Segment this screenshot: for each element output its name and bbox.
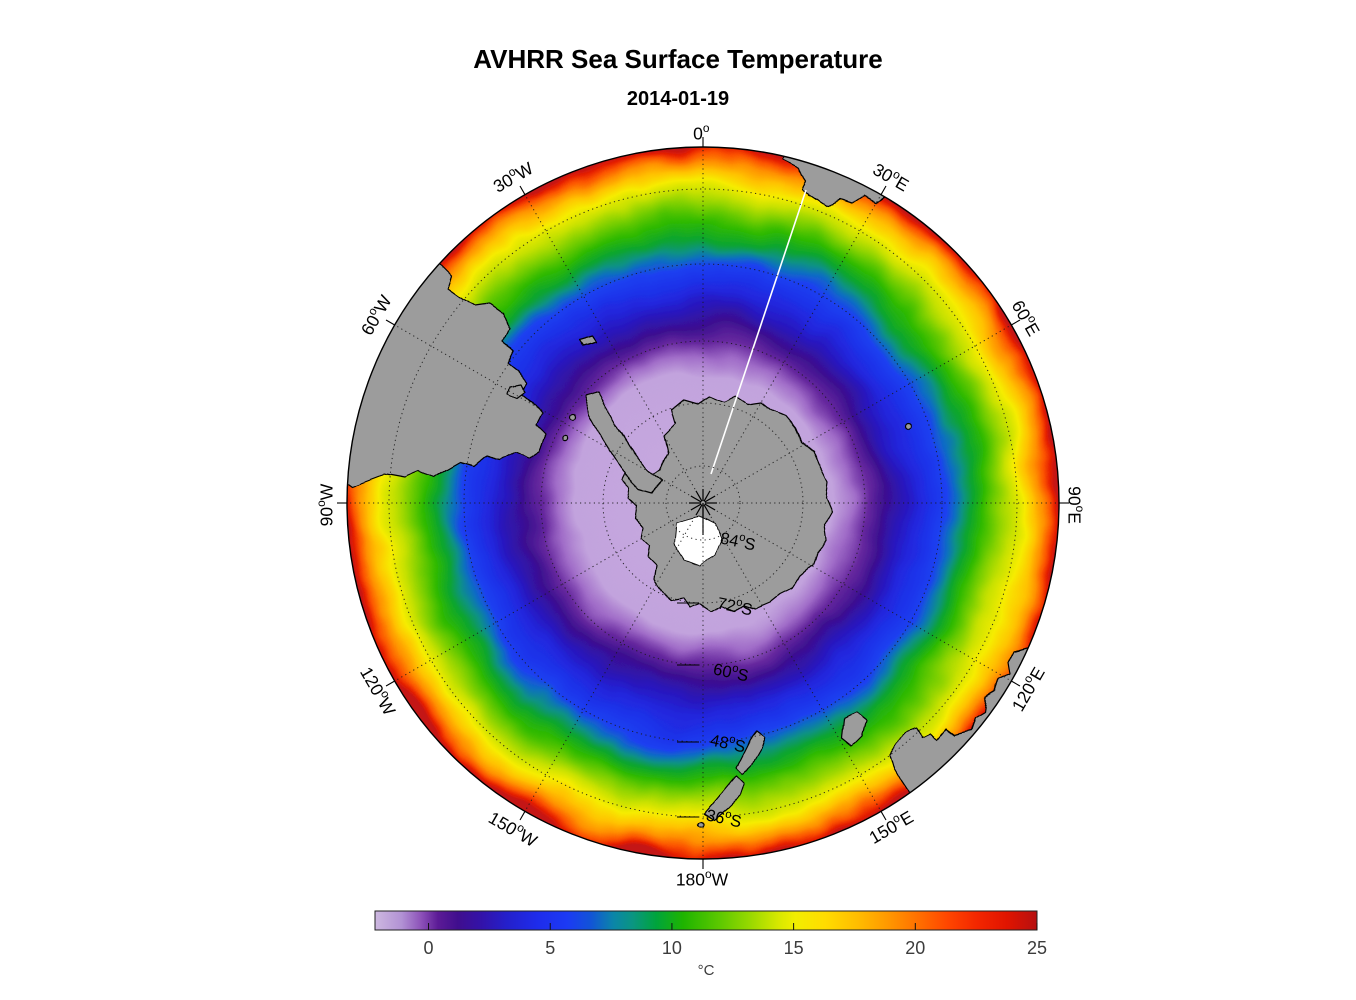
longitude-edge-tick-150: [880, 811, 887, 821]
longitude-edge-tick-240: [385, 680, 395, 687]
longitude-edge-tick-300: [385, 319, 395, 326]
lat-label-72S: 72oS: [716, 593, 755, 620]
lon-label-0: 0o: [693, 121, 711, 143]
longitude-edge-tick-210: [519, 811, 526, 821]
svg-text:90oE: 90oE: [1065, 486, 1087, 524]
colorbar-tick-label-20: 20: [905, 938, 925, 958]
figure-title: AVHRR Sea Surface Temperature: [473, 44, 883, 74]
land-falkland-islands: [507, 383, 527, 399]
longitude-line-240: [397, 510, 690, 680]
pole-asterisk-spoke: [703, 504, 711, 516]
colorbar-unit-label: °C: [698, 962, 715, 979]
latitude-circle-36S: [388, 188, 1018, 818]
svg-text:72oS: 72oS: [716, 593, 755, 620]
land-tasmania: [841, 713, 867, 747]
lat-label-84S: 84oS: [719, 528, 758, 555]
longitude-edge-tick-120: [1011, 680, 1021, 687]
land-kerguelen: [904, 422, 912, 430]
pole-asterisk-spoke: [695, 504, 703, 516]
longitude-line-300: [397, 326, 690, 496]
svg-text:0o: 0o: [693, 121, 711, 143]
longitude-line-120: [716, 510, 1009, 680]
svg-text:84oS: 84oS: [719, 528, 758, 555]
lat-label-36S: 36oS: [705, 805, 744, 832]
longitude-line-210: [526, 516, 696, 809]
latitude-circle-48S: [463, 263, 943, 743]
svg-text:30oE: 30oE: [869, 157, 913, 195]
pole-asterisk-spoke: [704, 495, 716, 503]
lon-label-90W: 90oW: [314, 483, 336, 526]
svg-text:30oW: 30oW: [489, 156, 537, 197]
lon-label-60W: 60oW: [355, 290, 396, 338]
latitude-circle-84S: [665, 465, 741, 541]
land-peninsula-island: [568, 412, 576, 420]
ice-shelf-white-patch: [673, 515, 723, 567]
graticule: [337, 137, 1069, 869]
figure-subtitle: 2014-01-19: [626, 88, 730, 110]
lon-label-30E: 30oE: [869, 157, 913, 195]
colorbar-tick-label-0: 0: [424, 938, 434, 958]
svg-text:36oS: 36oS: [705, 805, 744, 832]
latitude-circle-60S: [540, 340, 866, 666]
lon-label-90E: 90oE: [1065, 486, 1087, 524]
pole-asterisk-spoke: [695, 490, 703, 502]
longitude-line-60: [716, 326, 1009, 496]
longitude-line-150: [710, 516, 880, 809]
pole-asterisk-spoke: [690, 495, 702, 503]
pole-asterisk-spoke: [690, 503, 702, 511]
longitude-line-330: [526, 197, 696, 490]
colorbar-tick-label-10: 10: [662, 938, 682, 958]
longitude-edge-tick-30: [880, 185, 887, 195]
longitude-edge-tick-60: [1011, 319, 1021, 326]
colorbar-border: [374, 910, 1038, 931]
svg-text:60oW: 60oW: [355, 290, 396, 338]
colorbar-tick-label-5: 5: [545, 938, 555, 958]
land-new-zealand-south: [703, 775, 745, 821]
longitude-edge-tick-330: [519, 185, 526, 195]
pole-asterisk-spoke: [703, 490, 711, 502]
lat-label-48S: 48oS: [709, 730, 748, 757]
land-stewart-island: [697, 820, 705, 828]
lat-label-60S: 60oS: [712, 659, 751, 686]
land-antarctica: [621, 395, 833, 613]
colorbar-tick-label-25: 25: [1027, 938, 1047, 958]
svg-text:90oW: 90oW: [314, 483, 336, 526]
lon-label-30W: 30oW: [489, 156, 537, 197]
colorbar-gradient: [375, 911, 1037, 930]
svg-text:48oS: 48oS: [709, 730, 748, 757]
svg-text:60oS: 60oS: [712, 659, 751, 686]
land-peninsula-island: [562, 434, 570, 442]
colorbar: 0 5 10 15 20 25: [374, 910, 1047, 958]
pole-asterisk-spoke: [704, 503, 716, 511]
colorbar-tick-label-15: 15: [784, 938, 804, 958]
land-south-georgia: [577, 335, 597, 347]
data-seam-line: [710, 189, 807, 475]
lon-label-180W: 180oW: [676, 867, 729, 889]
land-new-zealand-north: [735, 731, 765, 775]
longitude-line-30: [710, 197, 880, 490]
svg-text:180oW: 180oW: [676, 867, 729, 889]
